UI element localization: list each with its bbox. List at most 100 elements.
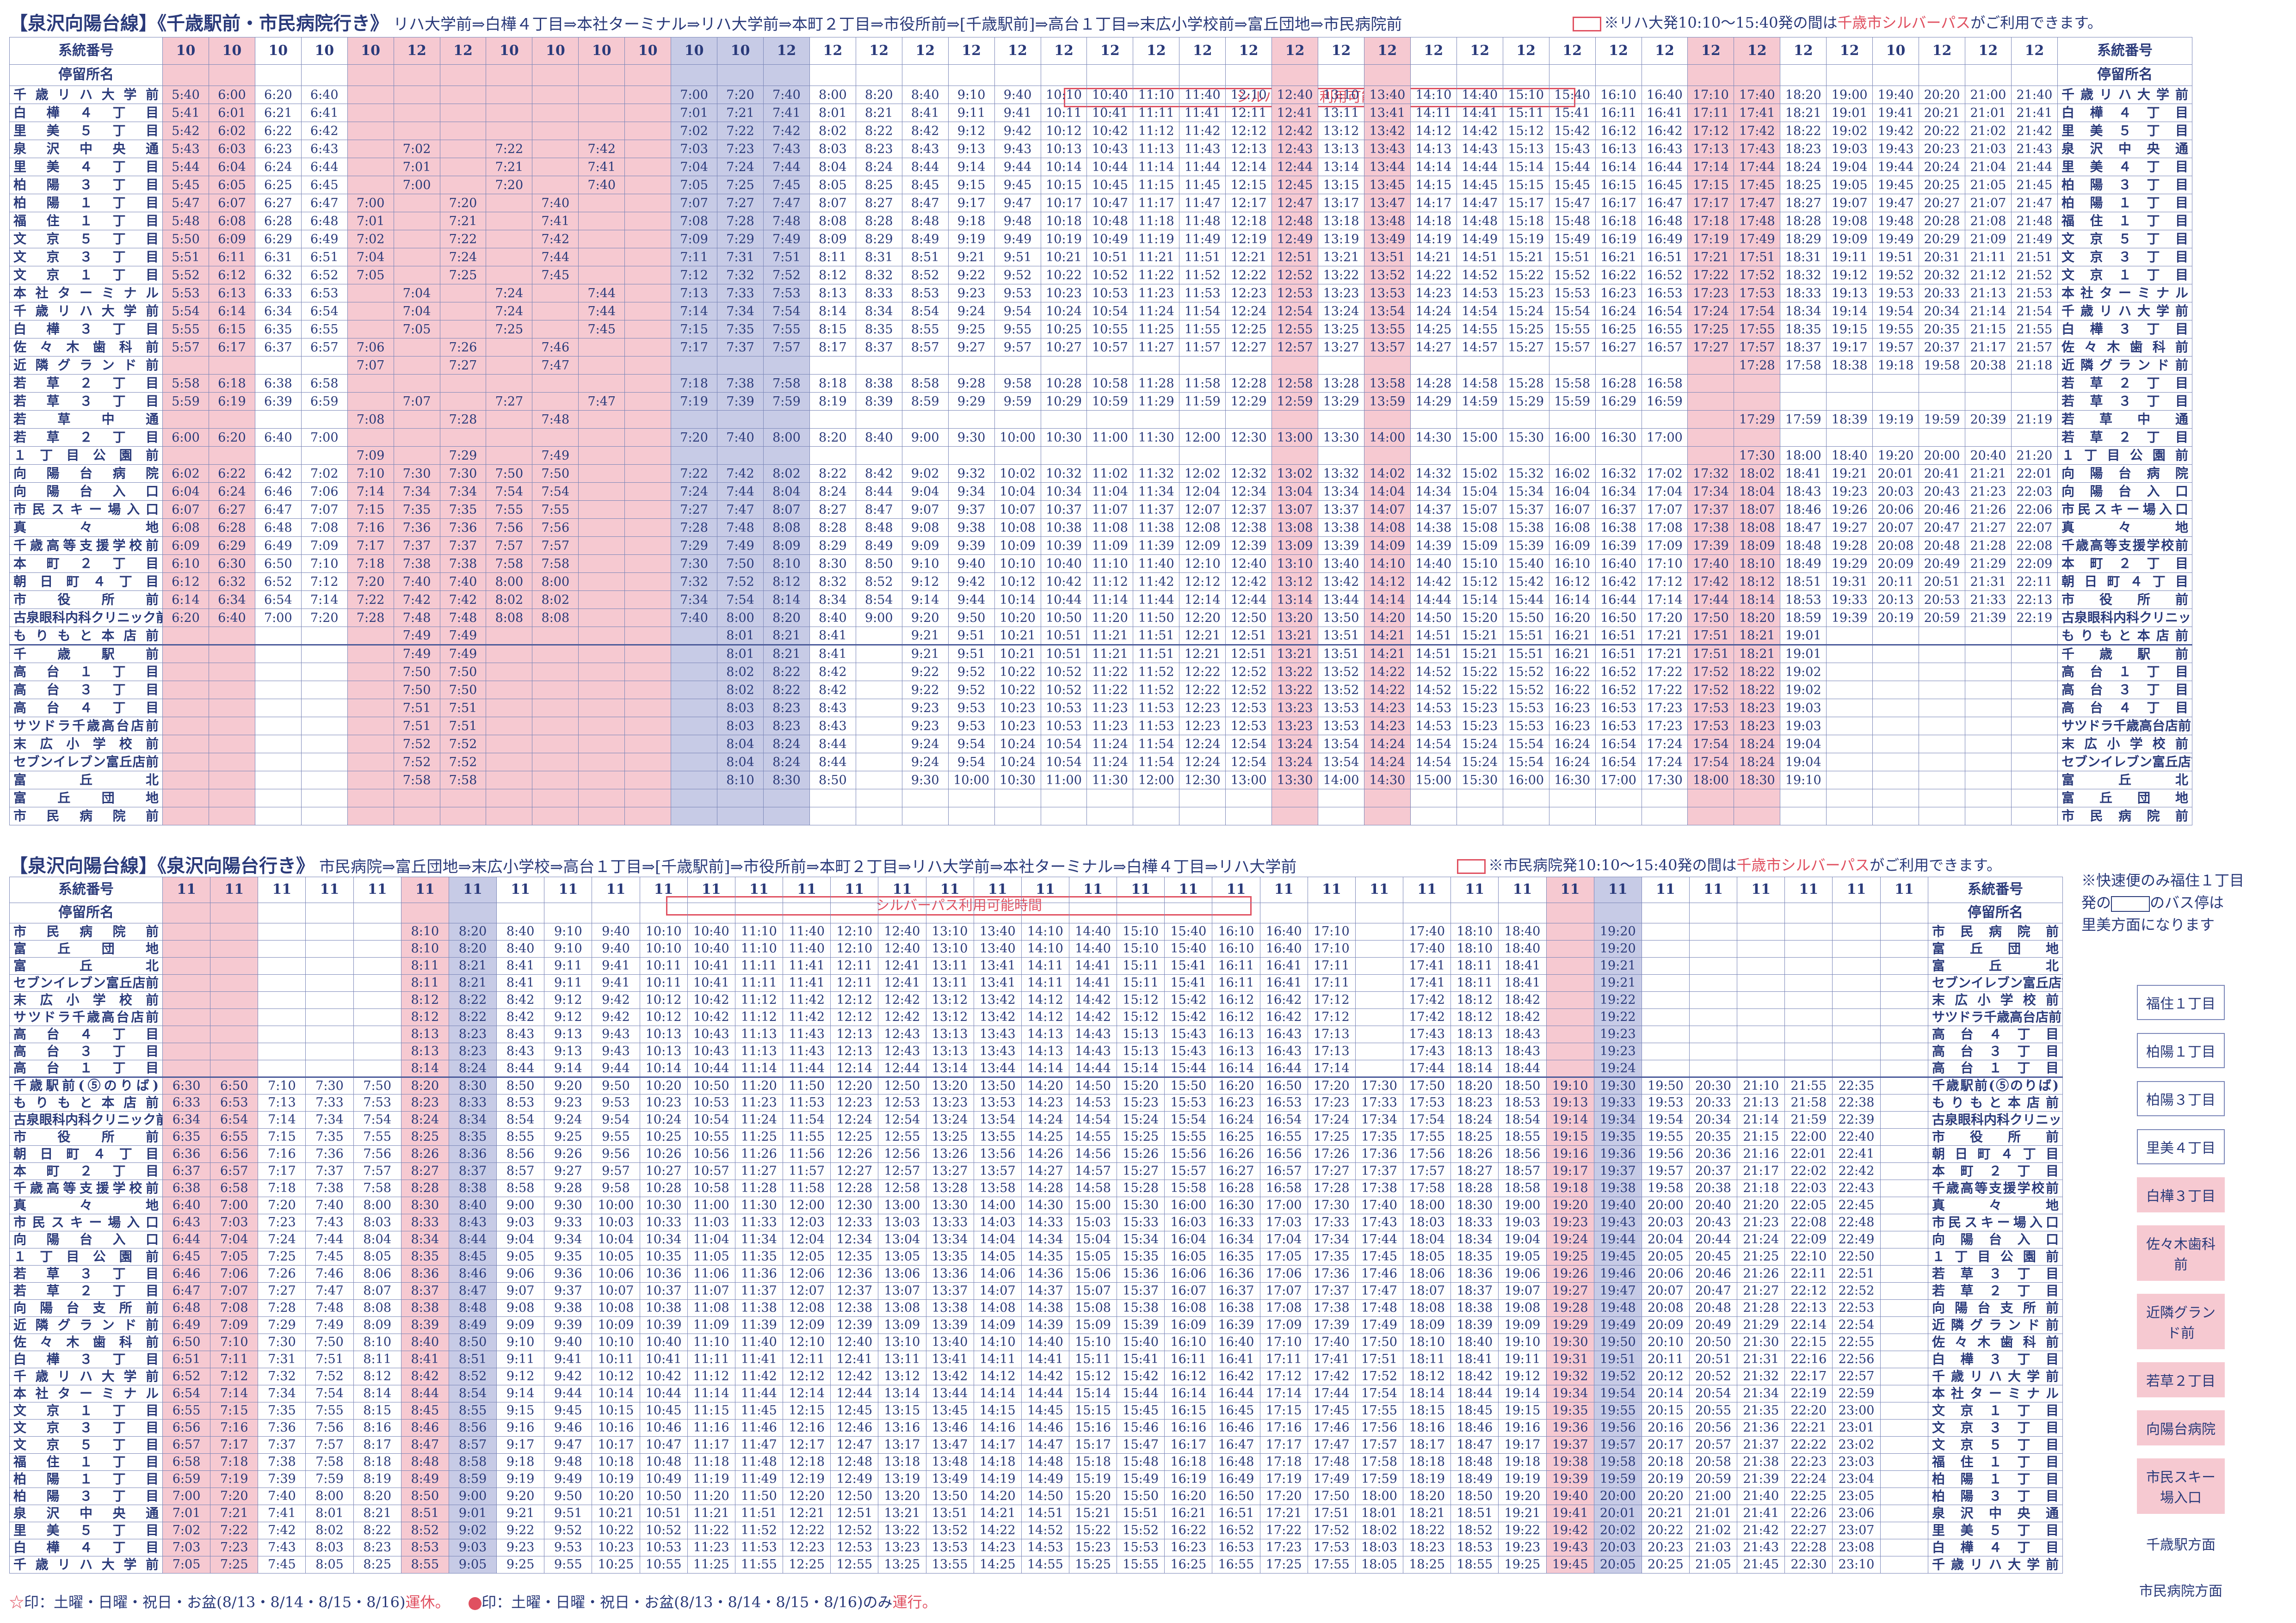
departure-time <box>1832 974 1881 992</box>
departure-time: 7:01 <box>671 104 718 123</box>
departure-time: 12:43 <box>878 1025 926 1043</box>
departure-time: 9:42 <box>592 1008 640 1026</box>
departure-time: 20:46 <box>1919 500 1965 519</box>
system-number: 12 <box>1964 37 2012 65</box>
departure-time: 17:46 <box>1307 1419 1356 1437</box>
departure-time: 17:50 <box>1355 1333 1404 1351</box>
departure-time: 8:40 <box>809 609 856 627</box>
table-row: 白樺４丁目 5:41 6:01 6:21 6:41 7:01 7:21 7:41 8:01 8:2… <box>9 104 2192 123</box>
departure-time: 18:08 <box>1403 1299 1451 1317</box>
departure-time: 20:44 <box>1689 1230 1738 1248</box>
departure-time: 19:57 <box>1872 338 1920 357</box>
departure-time: 13:18 <box>878 1453 926 1471</box>
departure-time: 15:22 <box>1502 266 1549 285</box>
departure-time: 8:52 <box>401 1521 449 1539</box>
departure-time: 16:42 <box>1259 1008 1308 1026</box>
departure-time: 9:23 <box>496 1538 545 1556</box>
departure-time: 11:11 <box>734 974 784 992</box>
departure-time <box>305 922 354 941</box>
departure-time <box>393 410 440 429</box>
departure-time: 14:38 <box>1410 518 1457 537</box>
departure-time <box>439 284 487 303</box>
header-spacer <box>578 64 625 86</box>
departure-time <box>1880 1487 1929 1505</box>
departure-time: 11:38 <box>1133 518 1180 537</box>
departure-time: 15:43 <box>1164 1025 1213 1043</box>
departure-time: 9:05 <box>448 1555 497 1574</box>
departure-time: 5:45 <box>162 176 209 195</box>
departure-time: 7:22 <box>671 464 718 483</box>
departure-time: 7:27 <box>486 392 533 411</box>
departure-time <box>210 974 259 992</box>
departure-time: 16:30 <box>1549 771 1596 790</box>
departure-time: 7:50 <box>532 464 579 483</box>
departure-time: 7:57 <box>486 536 533 555</box>
departure-time: 19:55 <box>1593 1402 1642 1420</box>
departure-time <box>162 957 211 975</box>
departure-time: 14:21 <box>1410 248 1457 267</box>
departure-time: 7:06 <box>301 482 348 501</box>
departure-time: 5:59 <box>162 392 209 411</box>
departure-time: 7:17 <box>210 1436 259 1454</box>
departure-time: 11:17 <box>1133 194 1180 213</box>
departure-time: 17:21 <box>1259 1504 1308 1522</box>
departure-time: 9:11 <box>544 957 593 975</box>
departure-time: 6:46 <box>162 1265 211 1283</box>
departure-time: 19:09 <box>1826 230 1873 249</box>
departure-time <box>2011 717 2058 736</box>
departure-time: 20:22 <box>1919 122 1965 141</box>
departure-time: 9:51 <box>948 645 995 664</box>
departure-time: 16:27 <box>1595 338 1642 357</box>
departure-time: 10:53 <box>639 1538 688 1556</box>
departure-time <box>1880 1384 1929 1402</box>
departure-time <box>1456 789 1503 808</box>
departure-time: 11:52 <box>1133 681 1180 700</box>
departure-time: 18:24 <box>1734 735 1781 754</box>
departure-time: 8:17 <box>353 1436 401 1454</box>
departure-time: 13:42 <box>1318 572 1364 591</box>
departure-time <box>162 807 209 826</box>
departure-time: 13:22 <box>878 1521 926 1539</box>
stop-name: 里美５丁目 <box>9 122 163 141</box>
departure-time: 16:14 <box>1595 158 1642 177</box>
stop-name: 文京３丁目 <box>9 1419 163 1437</box>
departure-time <box>1271 446 1319 465</box>
departure-time: 10:58 <box>1086 374 1134 393</box>
departure-time: 12:32 <box>1225 464 1272 483</box>
departure-time: 5:54 <box>162 302 209 321</box>
departure-time: 16:36 <box>1212 1265 1260 1283</box>
departure-time: 10:42 <box>639 1367 688 1385</box>
departure-time <box>1641 1042 1690 1060</box>
departure-time: 20:15 <box>1641 1402 1690 1420</box>
departure-time: 14:13 <box>1410 140 1457 159</box>
departure-time <box>305 991 354 1009</box>
departure-time: 20:03 <box>1641 1213 1690 1231</box>
departure-time: 6:41 <box>301 104 348 123</box>
departure-time: 8:33 <box>448 1094 497 1112</box>
departure-time: 13:51 <box>926 1504 974 1522</box>
departure-time: 19:37 <box>1546 1436 1594 1454</box>
stop-name: 千歳リハ大学前 <box>9 1367 163 1385</box>
departure-time: 10:11 <box>1040 104 1087 123</box>
departure-time: 6:55 <box>210 1128 259 1146</box>
departure-time: 9:48 <box>544 1453 593 1471</box>
departure-time <box>624 428 672 447</box>
departure-time: 18:48 <box>1780 536 1827 555</box>
departure-time: 17:55 <box>1307 1555 1356 1574</box>
departure-time: 8:00 <box>809 86 856 105</box>
departure-time: 22:52 <box>1832 1282 1881 1300</box>
departure-time: 7:49 <box>439 645 487 664</box>
departure-time <box>1826 681 1873 700</box>
departure-time: 14:56 <box>1068 1145 1117 1163</box>
departure-time: 11:42 <box>734 1367 784 1385</box>
departure-time: 20:08 <box>1641 1299 1690 1317</box>
departure-time: 16:00 <box>1502 771 1549 790</box>
departure-time: 12:36 <box>830 1265 879 1283</box>
departure-time: 15:49 <box>1117 1470 1165 1488</box>
departure-time <box>624 122 672 141</box>
departure-time <box>1964 374 2012 393</box>
departure-time: 13:51 <box>1318 645 1364 664</box>
departure-time: 12:23 <box>783 1538 831 1556</box>
departure-time: 8:03 <box>809 140 856 159</box>
departure-time: 6:42 <box>254 464 302 483</box>
